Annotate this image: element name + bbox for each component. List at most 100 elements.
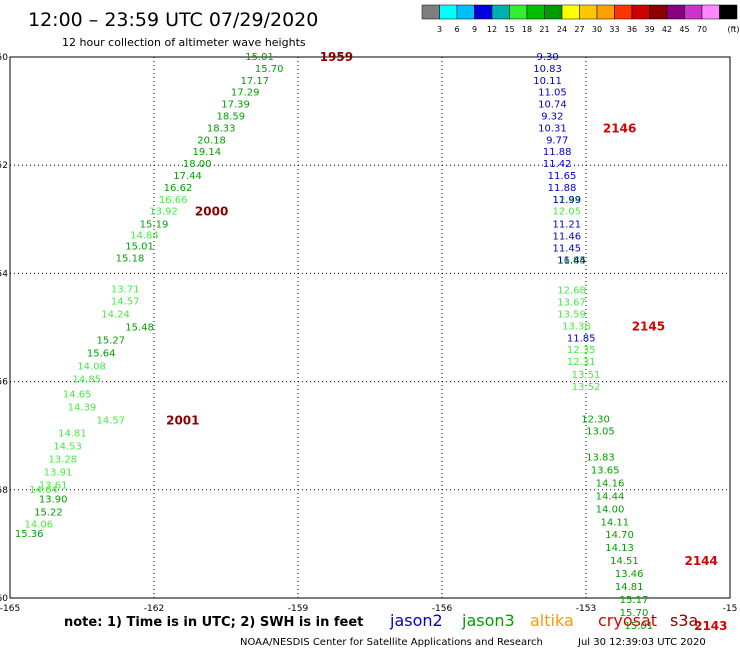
colorbar-swatch	[649, 4, 668, 20]
colorbar-tick-label: 24	[557, 25, 567, 34]
colorbar-tick-label: 3	[437, 25, 442, 34]
wave-height-label: 13.65	[591, 465, 620, 476]
wave-height-label: 15.48	[125, 323, 154, 334]
wave-height-label: 11.88	[548, 183, 577, 194]
colorbar-swatch	[579, 4, 598, 20]
wave-height-label: 18.59	[216, 112, 245, 123]
wave-height-label: 14.85	[72, 374, 101, 385]
colorbar-swatch	[544, 4, 563, 20]
colorbar-swatch	[596, 4, 615, 20]
x-tick-label: -165	[0, 604, 20, 614]
legend-entry-jason3: jason3	[461, 611, 515, 630]
footer-timestamp: Jul 30 12:39:03 UTC 2020	[577, 637, 706, 648]
y-tick-label: -58	[0, 486, 8, 496]
y-tick-label: -52	[0, 161, 8, 171]
wave-height-label: 14.51	[610, 556, 639, 567]
wave-height-label: 15.01	[125, 241, 154, 252]
colorbar-tick-label: 15	[504, 25, 514, 34]
wave-height-label: 9.77	[546, 135, 568, 146]
colorbar-swatch	[439, 4, 458, 20]
wave-height-label: 13.51	[572, 370, 601, 381]
wave-height-label: 15.36	[15, 529, 44, 540]
colorbar-tick-label: 30	[592, 25, 602, 34]
wave-height-label: 13.91	[44, 467, 73, 478]
time-annotation: 2000	[195, 205, 228, 219]
wave-height-label: 15.22	[34, 508, 63, 519]
wave-height-label: 14.16	[596, 478, 625, 489]
colorbar-swatch	[456, 4, 475, 20]
wave-height-label: 11.46	[552, 232, 581, 243]
wave-height-label: 14.84	[130, 231, 159, 242]
x-tick-label: -15	[723, 604, 738, 614]
wave-height-label: 12.44	[552, 195, 581, 206]
colorbar-swatch	[701, 4, 720, 20]
wave-height-label: 12.68	[557, 286, 586, 297]
colorbar-tick-label: 36	[627, 25, 637, 34]
wave-height-label: 16.85	[557, 255, 586, 266]
colorbar-tick-label: 27	[574, 25, 584, 34]
footer-note: note: 1) Time is in UTC; 2) SWH is in fe…	[64, 615, 363, 630]
colorbar-tick-label: 6	[454, 25, 459, 34]
wave-height-label: 12.30	[581, 414, 610, 425]
wave-height-label: 9.32	[541, 112, 563, 123]
wave-height-label: 11.21	[552, 220, 581, 231]
y-tick-label: -60	[0, 594, 8, 604]
wave-height-label: 11.85	[567, 333, 596, 344]
wave-height-label: 15.27	[96, 335, 125, 346]
wave-height-label: 14.53	[53, 442, 82, 453]
time-annotation: 2145	[632, 319, 665, 333]
wave-height-label: 9.30	[536, 52, 558, 63]
time-annotation: 1959	[320, 50, 353, 64]
colorbar-tick-label: 9	[472, 25, 477, 34]
wave-height-label: 13.28	[48, 455, 77, 466]
colorbar-swatch	[421, 4, 440, 20]
wave-height-label: 12.05	[552, 207, 581, 218]
colorbar-tick-label: 21	[539, 25, 549, 34]
colorbar-tick-label: 70	[697, 25, 707, 34]
y-tick-label: -50	[0, 53, 8, 63]
chart-subtitle: 12 hour collection of altimeter wave hei…	[62, 36, 306, 49]
colorbar-swatch	[526, 4, 545, 20]
x-tick-label: -156	[432, 604, 453, 614]
time-annotation: 2144	[684, 554, 717, 568]
legend-entry-jason2: jason2	[389, 611, 443, 630]
colorbar-swatch	[684, 4, 703, 20]
wave-height-label: 17.17	[240, 76, 269, 87]
wave-height-label: 15.70	[255, 64, 284, 75]
time-annotation: 2146	[603, 121, 636, 135]
wave-height-label: 11.88	[543, 147, 572, 158]
colorbar-tick-label: 39	[644, 25, 654, 34]
wave-height-label: 11.44	[557, 255, 586, 266]
wave-height-label: 15.01	[624, 621, 653, 632]
wave-height-label: 14.81	[58, 429, 87, 440]
time-annotation: 2143	[694, 619, 727, 633]
wave-height-label: 13.71	[111, 285, 140, 296]
wave-height-label: 13.46	[615, 569, 644, 580]
wave-height-label: 14.65	[63, 390, 92, 401]
wave-height-label: 14.44	[596, 491, 625, 502]
wave-height-label: 18.00	[183, 159, 212, 170]
wave-height-label: 14.70	[605, 530, 634, 541]
wave-height-label: 11.05	[538, 88, 567, 99]
time-annotation: 2001	[166, 414, 199, 428]
colorbar-swatch	[491, 4, 510, 20]
colorbar-swatch	[719, 4, 738, 20]
colorbar-swatch	[666, 4, 685, 20]
y-tick-label: -56	[0, 378, 8, 388]
wave-height-label: 14.39	[68, 403, 97, 414]
colorbar-tick-label: 18	[522, 25, 532, 34]
colorbar-swatch	[474, 4, 493, 20]
wave-height-label: 14.06	[24, 519, 53, 530]
wave-height-label: 11.45	[552, 244, 581, 255]
wave-height-label: 10.11	[533, 76, 562, 87]
wave-height-label: 13.90	[39, 495, 68, 506]
wave-height-label: 15.19	[140, 220, 169, 231]
wave-height-label: 18.33	[207, 123, 236, 134]
wave-height-label: 16.62	[164, 183, 193, 194]
colorbar: 3 6 9 12 15 18 21 24 27 30 33 36 39 42 45 70 (ft)	[421, 4, 740, 34]
wave-height-label: 13.83	[586, 452, 615, 463]
plot-area: -165 -162 -159 -156 -153 -15 -50 -52 -54 -56 -58 -6…	[0, 50, 737, 633]
wave-height-label: 10.74	[538, 100, 567, 111]
wave-height-label: 13.38	[562, 321, 591, 332]
